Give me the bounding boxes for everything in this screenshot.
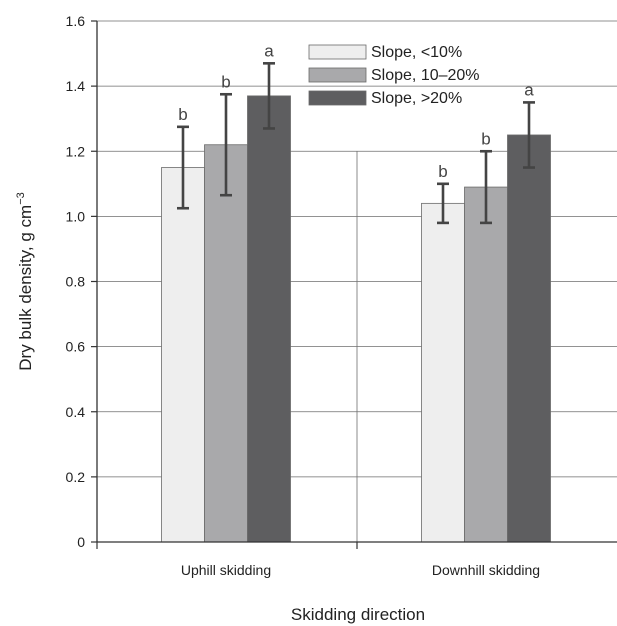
y-tick-label: 0.4 bbox=[66, 404, 86, 420]
legend-swatch bbox=[308, 44, 367, 60]
significance-label: b bbox=[481, 129, 490, 148]
x-axis-title: Skidding direction bbox=[291, 605, 425, 624]
y-tick-label: 1.4 bbox=[66, 78, 86, 94]
error-bars-group bbox=[177, 62, 535, 225]
bar bbox=[204, 144, 248, 543]
significance-label: b bbox=[178, 105, 187, 124]
legend-label: Slope, 10–20% bbox=[371, 67, 480, 84]
bar bbox=[161, 167, 205, 543]
significance-label: b bbox=[438, 162, 447, 181]
bar bbox=[507, 134, 551, 543]
significance-label: a bbox=[264, 41, 274, 60]
legend-swatch bbox=[308, 90, 367, 106]
y-tick-label: 1.0 bbox=[66, 208, 86, 224]
y-tick-label: 0 bbox=[77, 534, 85, 550]
legend-label: Slope, >20% bbox=[371, 90, 462, 107]
y-axis-title-text: Dry bulk density, g cm bbox=[16, 205, 35, 371]
x-category-label: Downhill skidding bbox=[432, 562, 540, 578]
bar bbox=[421, 202, 465, 543]
y-ticks-group: 0 0.2 0.4 0.6 0.8 1.0 1.2 1.4 1.6 bbox=[66, 13, 97, 550]
x-categories-group: Uphill skidding Downhill skidding bbox=[96, 542, 540, 578]
legend: Slope, <10% Slope, 10–20% Slope, >20% bbox=[308, 44, 480, 107]
y-tick-label: 0.8 bbox=[66, 274, 86, 290]
legend-swatch bbox=[308, 67, 367, 83]
significance-labels-group: b b a b b a bbox=[178, 41, 534, 180]
bar bbox=[464, 186, 508, 543]
significance-label: a bbox=[524, 80, 534, 99]
y-axis-title-superscript: −3 bbox=[15, 192, 27, 205]
x-category-label: Uphill skidding bbox=[181, 562, 271, 578]
y-axis-title: Dry bulk density, g cm−3 bbox=[15, 192, 35, 371]
y-tick-label: 1.2 bbox=[66, 143, 86, 159]
y-tick-label: 1.6 bbox=[66, 13, 86, 29]
y-tick-label: 0.2 bbox=[66, 469, 86, 485]
significance-label: b bbox=[221, 72, 230, 91]
legend-label: Slope, <10% bbox=[371, 44, 462, 61]
bar bbox=[247, 95, 291, 543]
bars-group bbox=[161, 95, 551, 543]
y-tick-label: 0.6 bbox=[66, 339, 86, 355]
